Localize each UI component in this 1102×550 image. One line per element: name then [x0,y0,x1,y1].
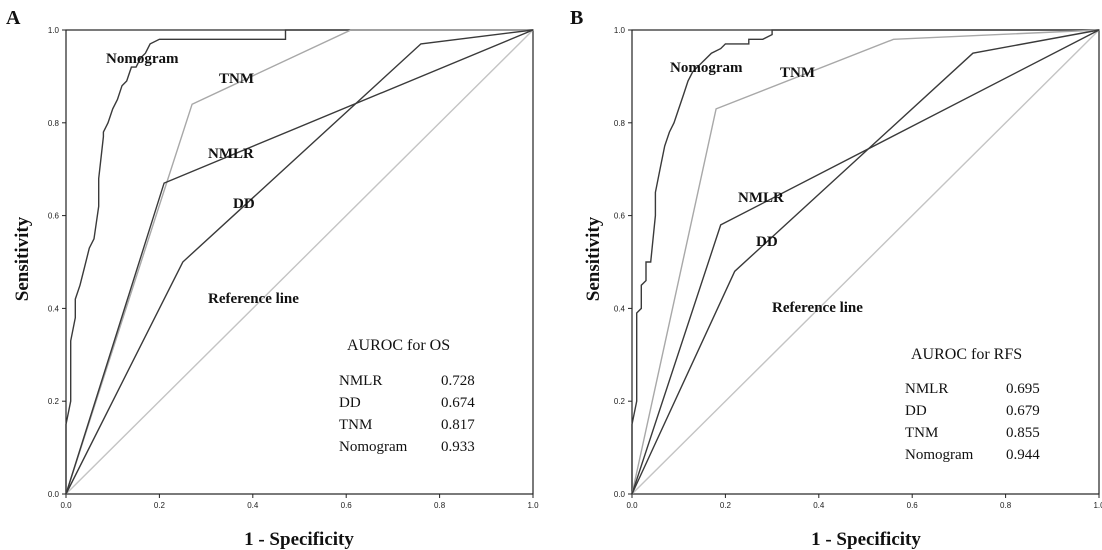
panel-a-y-tick-label: 0.4 [48,304,60,313]
panel-b-x-tick-label: 0.8 [1000,501,1012,510]
panel-a-series-tnm [65,29,533,495]
panel-a-x-tick-label: 0.6 [341,501,353,510]
panel-a-legend-value-dd: 0.674 [441,395,475,411]
panel-b-reference-label: Reference line [772,300,863,316]
panel-b-series-dd [631,29,1100,495]
panel-b-legend-title: AUROC for RFS [911,346,1022,363]
panel-b-series-nomogram [631,29,1099,494]
panel-a-y-tick-label: 0.8 [48,119,60,128]
panel-a-nmlr-label: NMLR [208,146,254,162]
panel-a-legend-label-dd: DD [339,395,361,411]
panel-a-y-tick-label: 0.0 [48,490,60,499]
panel-b-dd-label: DD [756,234,778,250]
panel-a-legend-value-nomogram: 0.933 [441,439,475,455]
panel-a-y-tick-label: 1.0 [48,26,60,35]
panel-a-legend-value-tnm: 0.817 [441,417,475,433]
panel-b-legend-label-tnm: TNM [905,425,938,441]
panel-a-x-tick-label: 0.2 [154,501,166,510]
panel-a-dd-label: DD [233,196,255,212]
panel-a-x-axis-title: 1 - Specificity [244,529,354,550]
panel-a-y-tick-label: 0.6 [48,212,60,221]
panel-b-legend-value-tnm: 0.855 [1006,425,1040,441]
panel-b-legend-label-nomogram: Nomogram [905,447,974,463]
panel-a-y-axis-title: Sensitivity [12,216,33,301]
panel-a-series-nomogram [65,29,533,494]
panel-a-legend-label-nomogram: Nomogram [339,439,408,455]
panel-a: A Sensitivity 1 - Specificity 0.0 0.2 0.4 0… [6,7,539,550]
panel-a-x-tick-label: 0.8 [434,501,446,510]
panel-b-series-reference-line [631,29,1100,495]
panel-b-x-axis-title: 1 - Specificity [811,529,921,550]
panel-b-x-tick-label: 1.0 [1093,501,1102,510]
panel-b-x-tick-label: 0.6 [907,501,919,510]
panel-b-tnm-label: TNM [780,65,815,81]
panel-b-label: B [570,7,583,29]
panel-b-x-tick-label: 0.2 [720,501,732,510]
panel-a-x-tick-label: 1.0 [527,501,539,510]
panel-a-reference-label: Reference line [208,291,299,307]
panel-a-auroc-legend: AUROC for OS NMLR 0.728 DD 0.674 TNM 0.8… [339,337,475,455]
panel-b-y-tick-label: 0.6 [614,212,626,221]
panel-b-y-tick-label: 0.8 [614,119,626,128]
panel-b-y-tick-label: 0.4 [614,304,626,313]
panel-b-y-tick-label: 0.2 [614,397,626,406]
panel-b-series-tnm [631,29,1100,495]
panel-b: B Sensitivity 1 - Specificity 0.0 0.2 0.4 0… [570,7,1102,550]
panel-b-y-axis-title: Sensitivity [583,216,604,301]
panel-b-y-tick-label: 1.0 [614,26,626,35]
panel-a-x-tick-label: 0.0 [60,501,72,510]
panel-a-y-tick-label: 0.2 [48,397,60,406]
panel-b-legend-label-nmlr: NMLR [905,381,948,397]
panel-b-legend-label-dd: DD [905,403,927,419]
panel-a-legend-label-nmlr: NMLR [339,373,382,389]
panel-a-series-dd [65,29,534,495]
panel-a-legend-value-nmlr: 0.728 [441,373,475,389]
panel-b-x-tick-label: 0.4 [813,501,825,510]
panel-b-nmlr-label: NMLR [738,190,784,206]
panel-a-series-nmlr [65,29,534,495]
panel-a-plot-area: 0.0 0.2 0.4 0.6 0.8 1.0 0.0 0.2 0.4 0.6 0.8 1.0 [48,26,539,510]
panel-b-auroc-legend: AUROC for RFS NMLR 0.695 DD 0.679 TNM 0.… [905,346,1040,463]
panel-a-legend-title: AUROC for OS [347,337,450,354]
panel-b-legend-value-nmlr: 0.695 [1006,381,1040,397]
panel-b-x-tick-label: 0.0 [626,501,638,510]
panel-b-legend-value-nomogram: 0.944 [1006,447,1040,463]
panel-a-x-tick-label: 0.4 [247,501,259,510]
panel-b-y-tick-label: 0.0 [614,490,626,499]
panel-b-series-nmlr [631,29,1100,495]
panel-a-nomogram-label: Nomogram [106,51,179,67]
panel-a-legend-label-tnm: TNM [339,417,372,433]
panel-b-legend-value-dd: 0.679 [1006,403,1040,419]
panel-a-tnm-label: TNM [219,71,254,87]
panel-a-series-reference-line [65,29,534,495]
panel-b-nomogram-label: Nomogram [670,60,743,76]
panel-a-label: A [6,7,21,29]
panel-b-plot-area: 0.0 0.2 0.4 0.6 0.8 1.0 0.0 0.2 0.4 0.6 0.8 1.0 [614,26,1102,510]
